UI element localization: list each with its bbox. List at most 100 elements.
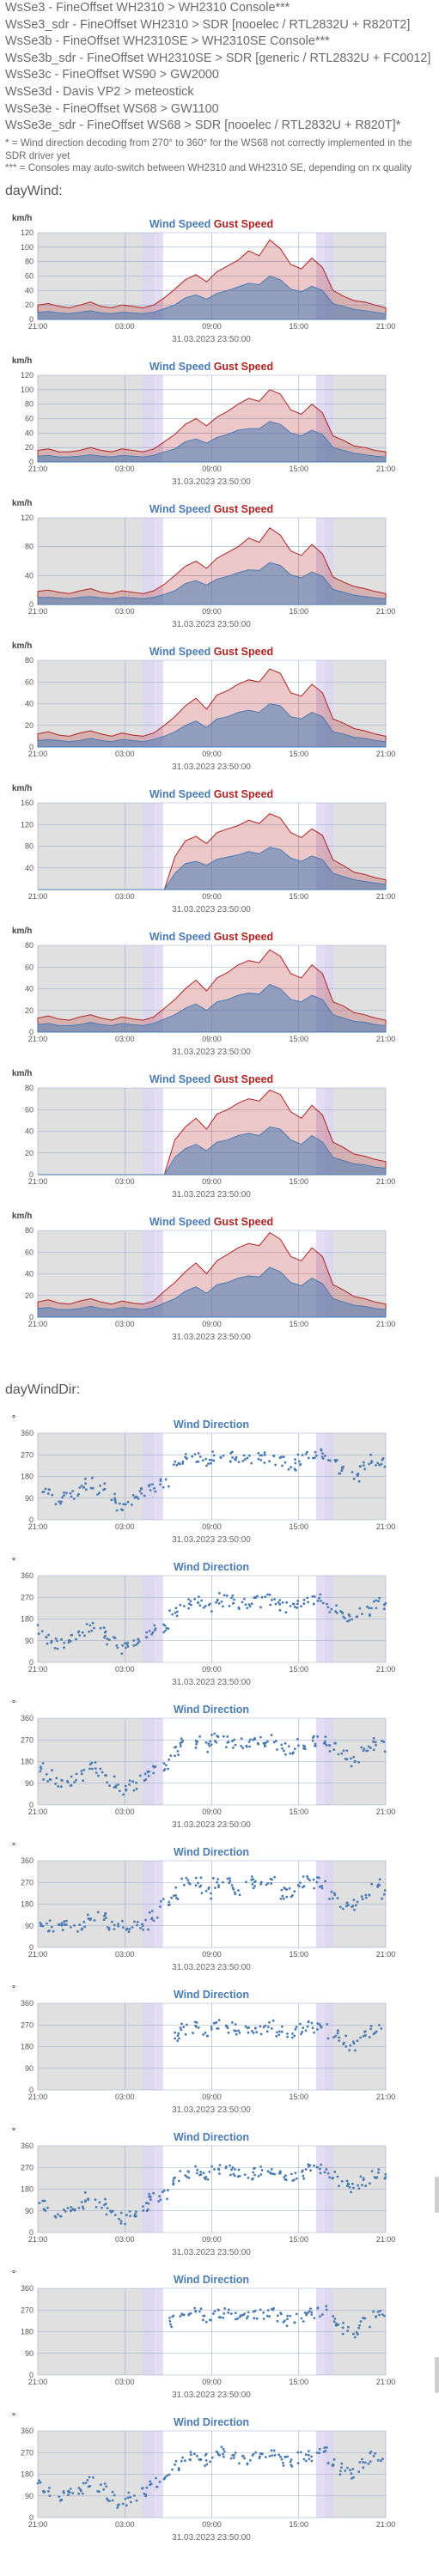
scrollbar-thumb[interactable] xyxy=(435,2177,439,2213)
wind-direction-point xyxy=(95,1771,98,1774)
wind-direction-point xyxy=(320,2163,323,2166)
y-tick-label: 80 xyxy=(25,656,34,665)
station-line: WsSe3c - FineOffset WS90 > GW2000 xyxy=(5,68,219,82)
wind-direction-point xyxy=(225,1746,228,1749)
y-tick-label: 90 xyxy=(25,1779,34,1788)
wind-direction-point xyxy=(61,1929,64,1932)
wind-direction-point xyxy=(141,1924,144,1928)
wind-direction-point xyxy=(172,1894,175,1898)
wind-direction-point xyxy=(113,1492,116,1496)
wind-direction-point xyxy=(245,1880,247,1884)
wind-direction-point xyxy=(58,1500,60,1503)
wind-direction-point xyxy=(263,1453,266,1456)
title-gust-speed: Gust Speed xyxy=(214,646,273,658)
wind-direction-point xyxy=(96,1493,99,1496)
wind-direction-point xyxy=(318,1885,321,1888)
y-axis-label: ° xyxy=(12,1699,15,1709)
wind-direction-point xyxy=(205,2463,209,2466)
wind-direction-point xyxy=(159,1899,162,1903)
wind-direction-point xyxy=(46,1492,50,1495)
wind-direction-point xyxy=(287,1467,290,1471)
wind-direction-point xyxy=(330,1607,333,1611)
wind-direction-point xyxy=(40,1767,43,1771)
wind-direction-point xyxy=(106,1643,108,1646)
wind-direction-point xyxy=(370,1607,373,1610)
wind-direction-point xyxy=(263,1451,266,1454)
wind-direction-point xyxy=(351,2182,354,2185)
wind-direction-point xyxy=(113,1928,116,1930)
wind-direction-point xyxy=(275,2034,278,2038)
wind-direction-point xyxy=(372,1737,375,1740)
wind-direction-point xyxy=(262,1741,265,1745)
wind-direction-point xyxy=(296,1738,299,1741)
wind-direction-point xyxy=(210,1892,212,1895)
wind-direction-point xyxy=(247,1741,251,1743)
wind-direction-point xyxy=(293,2321,296,2324)
wind-direction-point xyxy=(326,2462,330,2465)
y-tick-label: 80 xyxy=(25,941,34,950)
wind-direction-point xyxy=(254,2451,257,2454)
wind-direction-point xyxy=(289,2460,292,2464)
wind-direction-point xyxy=(36,1624,40,1626)
wind-direction-point xyxy=(300,2317,303,2320)
wind-direction-point xyxy=(169,2323,172,2326)
wind-direction-point xyxy=(264,2024,267,2027)
wind-direction-point xyxy=(231,1601,235,1605)
wind-direction-point xyxy=(117,1924,120,1928)
y-tick-label: 120 xyxy=(21,371,34,380)
wind-direction-point xyxy=(259,2032,263,2036)
wind-direction-point xyxy=(149,2480,152,2483)
wind-direction-point xyxy=(302,1598,306,1601)
scrollbar-thumb[interactable] xyxy=(435,2357,439,2393)
wind-direction-point xyxy=(148,1770,150,1773)
wind-direction-point xyxy=(339,2470,342,2473)
y-tick-label: 360 xyxy=(21,2142,34,2150)
wind-direction-point xyxy=(299,2451,302,2454)
wind-direction-point xyxy=(323,2171,326,2174)
wind-direction-point xyxy=(115,1644,119,1647)
wind-direction-point xyxy=(96,1911,100,1914)
wind-direction-point xyxy=(40,1630,44,1633)
wind-direction-point xyxy=(244,1603,247,1607)
wind-direction-point xyxy=(341,2332,344,2336)
wind-direction-point xyxy=(80,2201,83,2203)
y-axis-label: ° xyxy=(12,2412,15,2421)
wind-direction-point xyxy=(179,1742,182,1746)
wind-direction-point xyxy=(301,1454,304,1457)
wind-direction-point xyxy=(231,2021,234,2024)
wind-direction-point xyxy=(133,2494,136,2497)
y-axis-label: ° xyxy=(12,1557,15,1566)
wind-direction-point xyxy=(204,2178,207,2180)
wind-direction-point xyxy=(165,1626,168,1630)
wind-direction-point xyxy=(164,1629,168,1632)
wind-direction-point xyxy=(73,1924,76,1927)
y-axis-label: ° xyxy=(12,2127,15,2136)
wind-direction-point xyxy=(253,2173,257,2177)
wind-direction-point xyxy=(266,1593,269,1596)
wind-speed-series xyxy=(37,1267,387,1318)
wind-direction-point xyxy=(69,2488,72,2490)
wind-direction-point xyxy=(323,2446,326,2449)
wind-direction-point xyxy=(324,2449,327,2452)
x-tick-label: 21:00 xyxy=(28,322,48,331)
wind-direction-point xyxy=(280,1743,284,1747)
wind-direction-point xyxy=(164,1478,168,1481)
wind-speed-series xyxy=(38,847,387,890)
wind-direction-point xyxy=(306,1874,308,1878)
wind-direction-point xyxy=(168,1485,170,1488)
wind-direction-point xyxy=(150,1910,154,1912)
wind-direction-point xyxy=(303,1745,307,1748)
y-axis-label: ° xyxy=(12,2269,15,2279)
wind-direction-point xyxy=(155,2476,157,2480)
x-tick-label: 09:00 xyxy=(202,1035,222,1043)
wind-direction-point xyxy=(370,1460,374,1463)
wind-direction-point xyxy=(372,2454,375,2458)
wind-direction-point xyxy=(196,2454,198,2458)
wind-direction-point xyxy=(368,1462,370,1466)
wind-direction-point xyxy=(381,1458,384,1461)
wind-direction-point xyxy=(106,2207,109,2209)
wind-direction-point xyxy=(91,1476,94,1479)
wind-direction-point xyxy=(376,2458,380,2462)
wind-direction-point xyxy=(82,1920,86,1923)
wind-direction-point xyxy=(202,2033,205,2036)
